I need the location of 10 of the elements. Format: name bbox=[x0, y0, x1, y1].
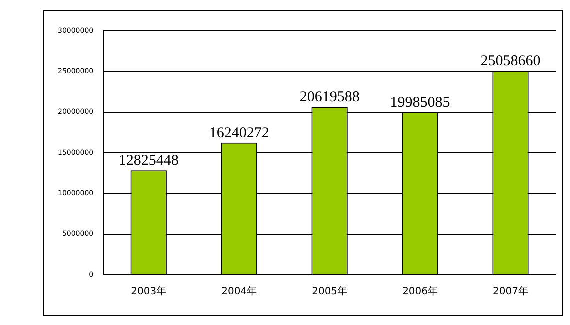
x-tick-label: 2003年 bbox=[131, 286, 167, 298]
x-tick-label: 2004年 bbox=[222, 286, 258, 298]
data-label: 16240272 bbox=[209, 125, 270, 142]
x-tick-label: 2007年 bbox=[493, 286, 528, 298]
data-label: 25058660 bbox=[480, 54, 541, 70]
data-label: 12825448 bbox=[118, 153, 179, 170]
data-label: 19985085 bbox=[390, 94, 450, 111]
x-tick-label: 2005年 bbox=[312, 286, 348, 298]
x-tick-label: 2006年 bbox=[402, 286, 438, 298]
data-label: 20619588 bbox=[300, 90, 360, 106]
